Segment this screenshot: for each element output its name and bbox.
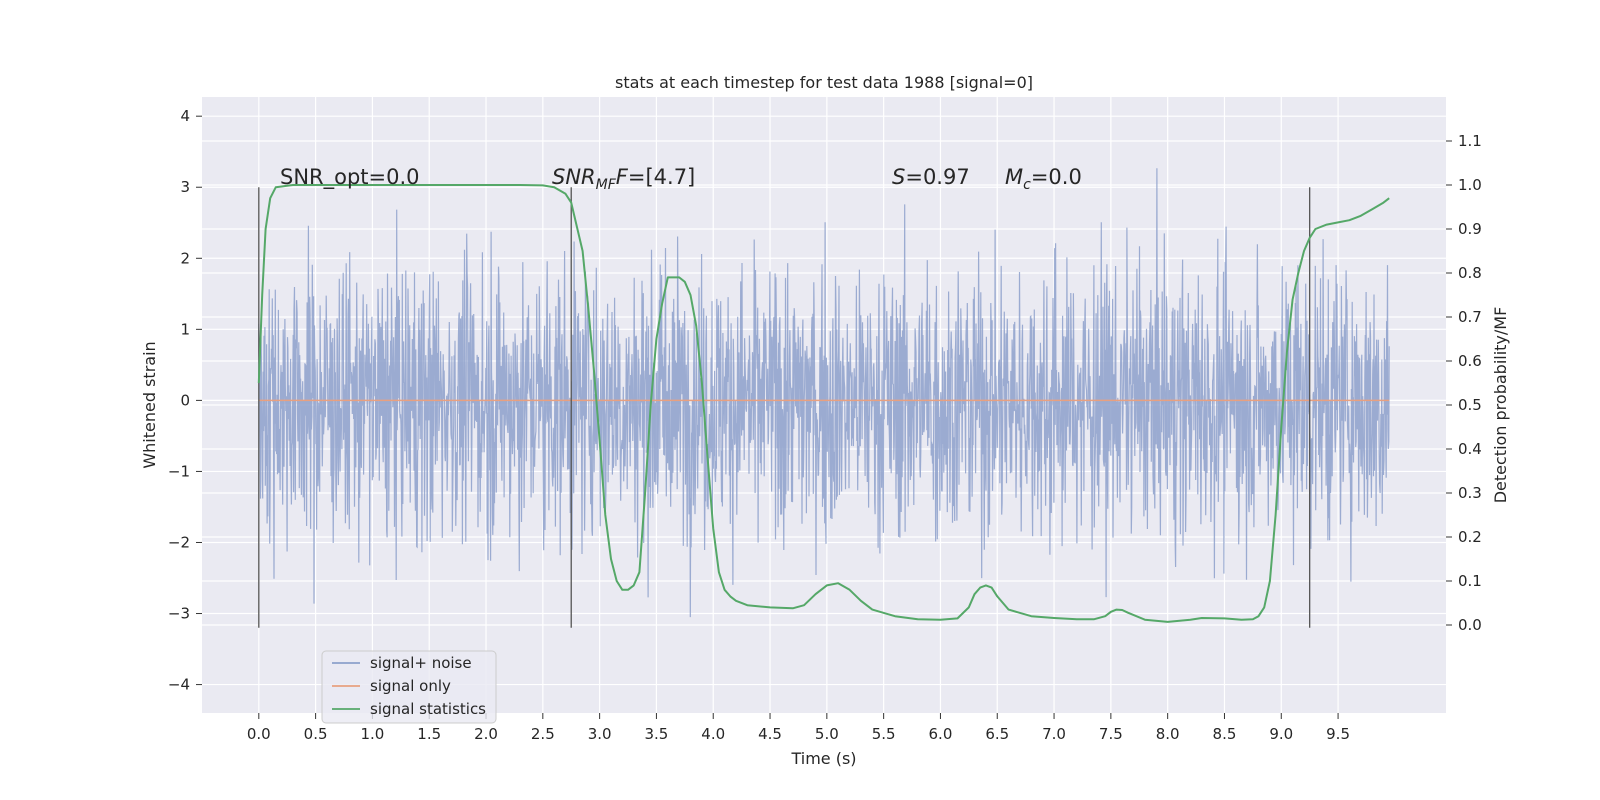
y2-tick-label: 1.1	[1458, 132, 1482, 150]
annotation-s: S=0.97	[892, 165, 970, 189]
y-tick-label: 3	[180, 178, 190, 196]
y-tick-label: −2	[168, 533, 190, 551]
x-tick-label: 4.5	[758, 725, 782, 743]
s-value: =0.97	[905, 165, 969, 189]
legend-label-signal-statistics: signal statistics	[370, 700, 486, 718]
y-tick-label: −1	[168, 462, 190, 480]
x-axis-label: Time (s)	[790, 749, 856, 768]
y-axis-label: Whitened strain	[140, 341, 159, 468]
vertical-markers	[258, 187, 1311, 628]
x-tick-label: 1.5	[417, 725, 441, 743]
signal-statistics-line	[257, 184, 1390, 623]
axis-ticks: 0.0 0.5 1.0 1.5 2.0 2.5 3.0 3.5 4.0 4.5 5.0 5.5 6.0 6…	[168, 107, 1482, 743]
y2-tick-label: 0.6	[1458, 352, 1482, 370]
snr-mf-value: =[4.7]	[628, 165, 695, 189]
mc-subscript: c	[1023, 177, 1031, 193]
snr-mf-subscript: MF	[596, 177, 617, 193]
y2-tick-label: 0.5	[1458, 396, 1482, 414]
legend-label-signal-only: signal only	[370, 677, 451, 695]
x-tick-label: 2.5	[531, 725, 555, 743]
x-tick-label: 6.0	[929, 725, 953, 743]
annotation-snr-opt: SNR_opt=0.0	[280, 165, 420, 190]
snr-mf-symbol: SNR	[552, 165, 596, 189]
y2-tick-label: 0.2	[1458, 528, 1482, 546]
annotation-mc: Mc=0.0	[1005, 165, 1082, 193]
x-tick-label: 1.0	[360, 725, 384, 743]
x-tick-label: 8.0	[1156, 725, 1180, 743]
y2-tick-label: 0.9	[1458, 220, 1482, 238]
y-tick-label: 1	[180, 320, 190, 338]
mc-symbol: M	[1005, 165, 1023, 189]
annotation-snr-mf: SNRMFF=[4.7]	[552, 165, 695, 193]
snr-mf-f: F	[616, 165, 629, 189]
y2-tick-label: 0.8	[1458, 264, 1482, 282]
x-tick-label: 4.0	[701, 725, 725, 743]
x-tick-label: 3.5	[644, 725, 668, 743]
x-tick-label: 3.0	[588, 725, 612, 743]
x-tick-label: 2.0	[474, 725, 498, 743]
signal-noise-line	[258, 168, 1390, 618]
x-tick-label: 5.0	[815, 725, 839, 743]
x-tick-label: 9.5	[1326, 725, 1350, 743]
x-tick-label: 6.5	[985, 725, 1009, 743]
legend-box	[321, 650, 497, 724]
mc-value: =0.0	[1031, 165, 1082, 189]
y2-tick-label: 0.7	[1458, 308, 1482, 326]
y2-tick-label: 1.0	[1458, 176, 1482, 194]
x-tick-label: 8.5	[1213, 725, 1237, 743]
y-tick-label: −3	[168, 605, 190, 623]
x-tick-label: 7.5	[1099, 725, 1123, 743]
x-tick-label: 5.5	[872, 725, 896, 743]
legend-label-signal-noise: signal+ noise	[370, 654, 472, 672]
s-symbol: S	[892, 165, 905, 189]
y-tick-label: 4	[180, 107, 190, 125]
chart-title: stats at each timestep for test data 198…	[615, 73, 1033, 92]
x-tick-label: 0.5	[304, 725, 328, 743]
x-tick-label: 0.0	[247, 725, 271, 743]
y2-axis-label: Detection probability/MF	[1491, 307, 1510, 504]
y-tick-label: 0	[180, 391, 190, 409]
y2-tick-label: 0.4	[1458, 440, 1482, 458]
y2-tick-label: 0.1	[1458, 572, 1482, 590]
y-tick-label: 2	[180, 249, 190, 267]
x-tick-label: 7.0	[1042, 725, 1066, 743]
legend: signal+ noise signal only signal statist…	[321, 650, 497, 724]
y2-tick-label: 0.3	[1458, 484, 1482, 502]
y-tick-label: −4	[168, 676, 190, 694]
series-signal-statistics	[257, 184, 1390, 623]
series-signal-noise	[258, 168, 1390, 618]
y2-tick-label: 0.0	[1458, 616, 1482, 634]
x-tick-label: 9.0	[1269, 725, 1293, 743]
